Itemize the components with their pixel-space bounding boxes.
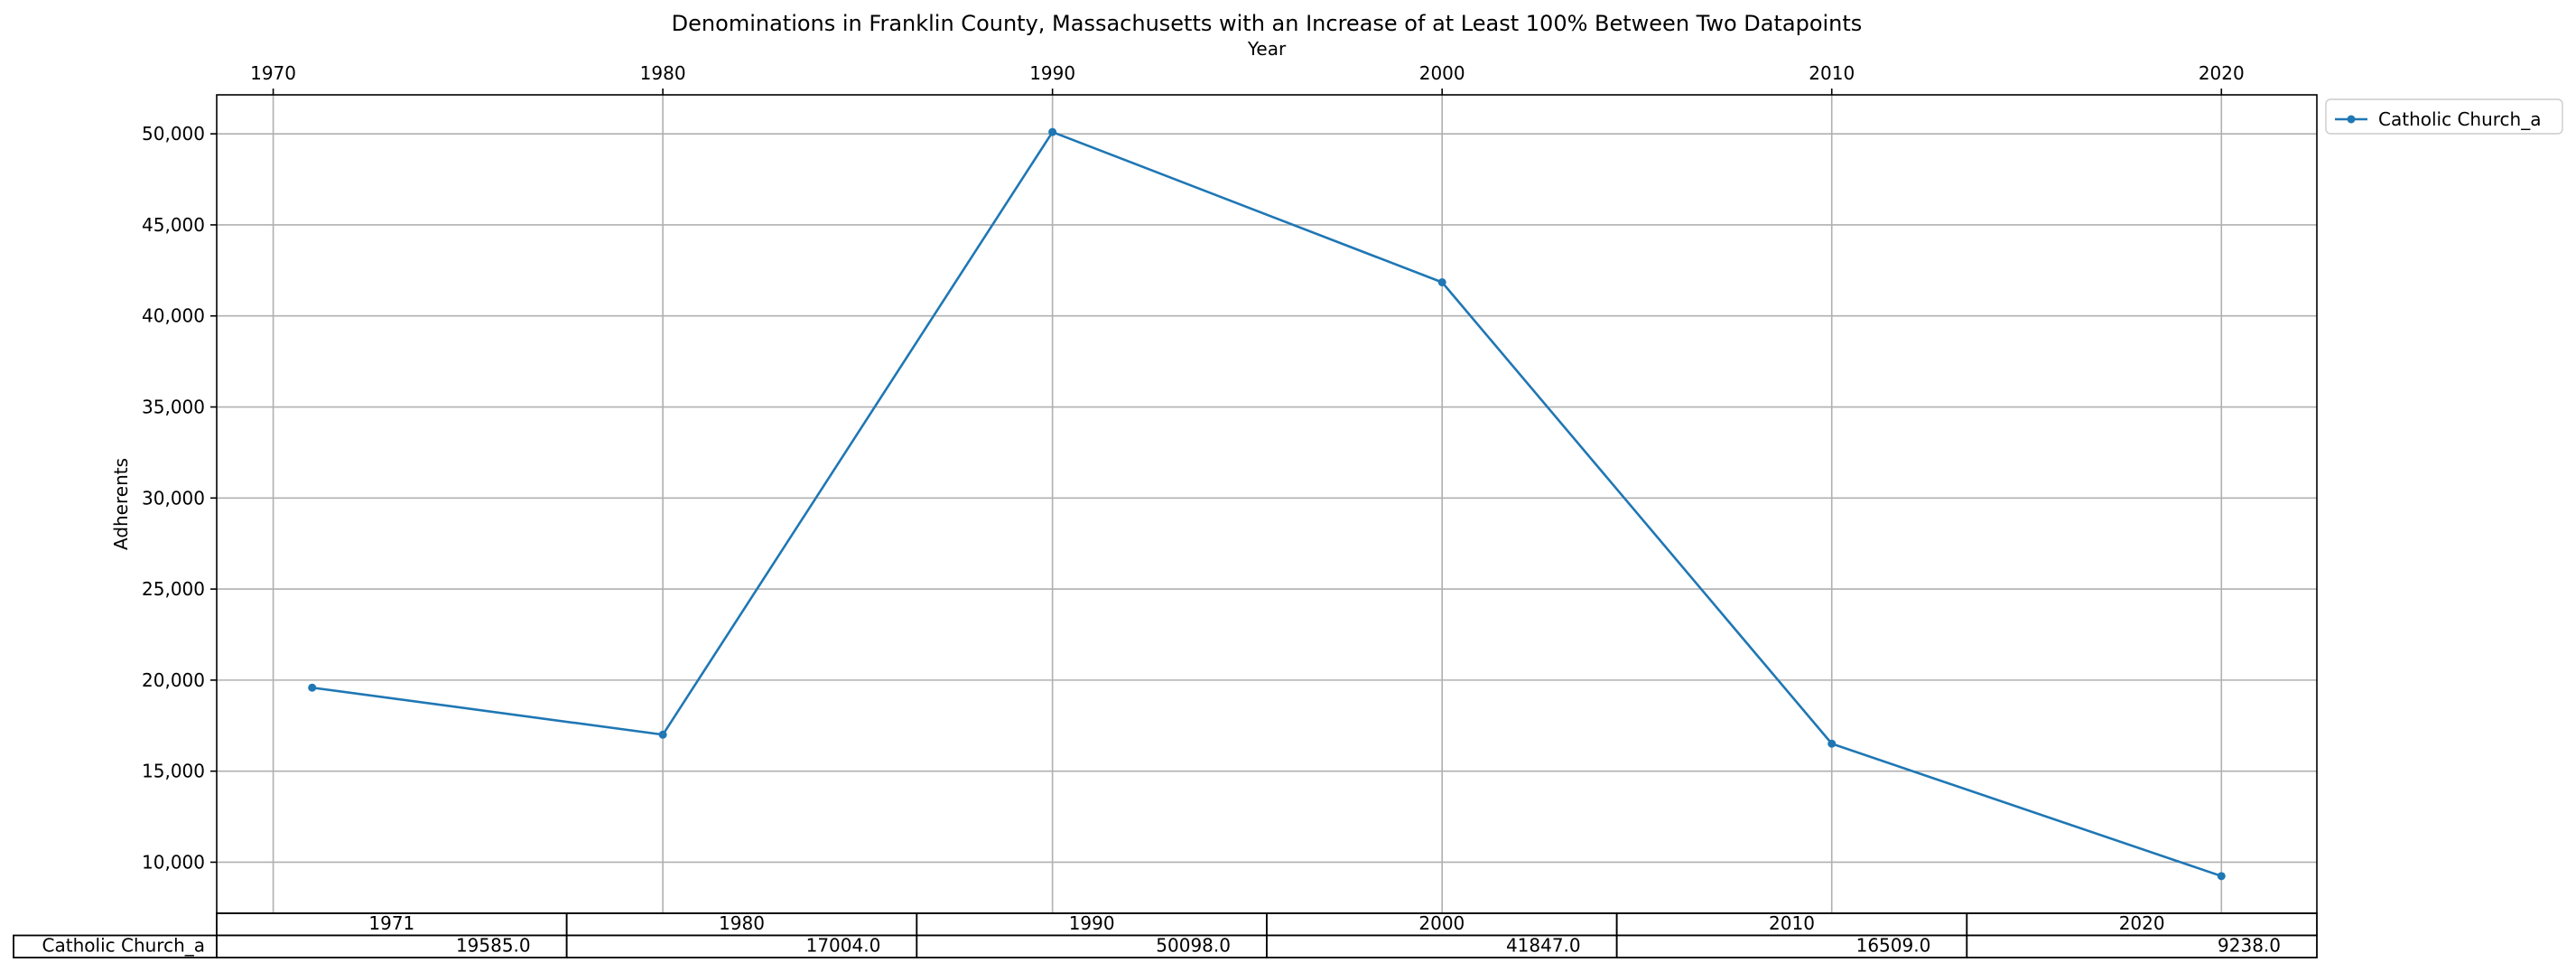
table-cell-value: 41847.0: [1506, 935, 1581, 957]
x-tick-label: 2010: [1809, 62, 1855, 84]
x-tick-label: 2000: [1419, 62, 1465, 84]
table-column-label: 2020: [2119, 912, 2165, 934]
y-tick-label: 10,000: [142, 851, 205, 873]
x-axis-label: Year: [1247, 38, 1287, 60]
legend: Catholic Church_a: [2325, 98, 2563, 135]
table-row-label: Catholic Church_a: [42, 935, 205, 957]
table-cell-value: 50098.0: [1156, 935, 1231, 957]
table-column-label: 1971: [368, 912, 414, 934]
table-cell-value: 17004.0: [806, 935, 881, 957]
data-point: [1827, 739, 1837, 748]
data-point: [308, 683, 317, 692]
table-cell-value: 16509.0: [1856, 935, 1931, 957]
grid: [217, 95, 2317, 913]
table-column-label: 1990: [1069, 912, 1115, 934]
table-header-cell: [916, 912, 1268, 937]
axes: 1970 1980 1990 2000 2010 2020 10,000 15,000 20,0…: [142, 62, 2318, 914]
x-tick-label: 2020: [2199, 62, 2245, 84]
table-column-label: 2010: [1769, 912, 1815, 934]
data-point: [658, 730, 667, 739]
legend-label: Catholic Church_a: [2378, 108, 2541, 130]
table-row-label-cell: [13, 934, 218, 958]
y-tick-label: 15,000: [142, 761, 205, 782]
y-axis-label: Adherents: [110, 458, 132, 550]
data-point: [1437, 278, 1446, 287]
data-table: 1971 1980 1990 2000 2010 2020 Catholic Church_…: [13, 912, 2318, 958]
x-tick-label: 1970: [250, 62, 296, 84]
data-point: [2217, 872, 2226, 881]
table-cell: [1266, 934, 1618, 958]
series-line: [312, 130, 2222, 878]
table-cell: [1966, 934, 2318, 958]
data-point: [1048, 127, 1057, 136]
table-cell-value: 19585.0: [456, 935, 531, 957]
table-column-label: 2000: [1418, 912, 1465, 934]
table-column-label: 1980: [719, 912, 765, 934]
chart-title: Denominations in Franklin County, Massac…: [672, 11, 1863, 36]
y-tick-label: 30,000: [142, 487, 205, 509]
series-layer: [308, 127, 2226, 881]
table-cell-value: 9238.0: [2218, 935, 2281, 957]
y-tick-label: 50,000: [142, 123, 205, 145]
y-tick-label: 45,000: [142, 214, 205, 236]
legend-box: [2325, 98, 2563, 135]
table-cell: [216, 934, 568, 958]
y-tick-label: 20,000: [142, 669, 205, 691]
y-tick-label: 40,000: [142, 305, 205, 327]
x-tick-label: 1980: [640, 62, 686, 84]
legend-swatch-marker: [2347, 115, 2356, 124]
y-tick-label: 25,000: [142, 578, 205, 600]
y-tick-label: 35,000: [142, 397, 205, 418]
x-tick-label: 1990: [1029, 62, 1075, 84]
